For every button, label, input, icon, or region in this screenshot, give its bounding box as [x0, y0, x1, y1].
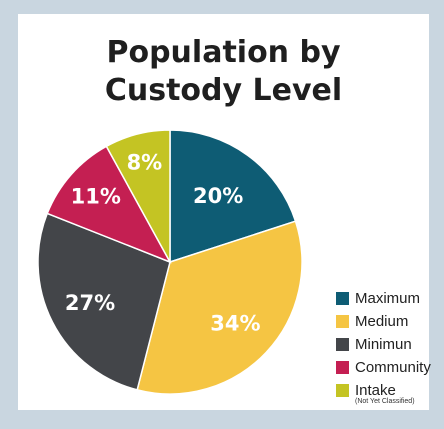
legend-label-minimun: Minimun: [355, 336, 412, 353]
legend-item-minimun: Minimun: [336, 336, 431, 359]
legend-item-maximum: Maximum: [336, 290, 431, 313]
legend-label-intake: Intake: [355, 382, 396, 399]
pie-slice-maximum: [169, 129, 297, 264]
legend-label-maximum: Maximum: [355, 290, 421, 307]
chart-title-line-1: Population by: [106, 35, 341, 70]
legend-swatch-intake: [336, 384, 349, 397]
chart-title-line-2: Custody Level: [104, 73, 343, 108]
chart-title: Population by Custody Level: [18, 34, 429, 110]
legend-item-medium: Medium: [336, 313, 431, 336]
pie-chart: 20% 34% 27% 11%8%: [37, 129, 303, 395]
legend-sublabel-intake: (Not Yet Classified): [355, 398, 415, 405]
pie-value-label-community: 11%: [71, 185, 121, 209]
pie-slice-community: [46, 145, 172, 264]
legend-swatch-maximum: [336, 292, 349, 305]
legend-item-intake: Intake (Not Yet Classified): [336, 382, 431, 405]
pie-slice-minimun: [37, 212, 171, 391]
chart-card: Population by Custody Level 20% 34% 27% 11%…: [18, 14, 431, 410]
legend-label-community: Community: [355, 359, 431, 376]
pie-value-label-medium: 34%: [210, 311, 260, 335]
legend-item-community: Community: [336, 359, 431, 382]
chart-legend: Maximum Medium Minimun Community Intake …: [336, 290, 431, 405]
legend-swatch-community: [336, 361, 349, 374]
pie-value-label-minimun: 27%: [65, 291, 115, 315]
legend-swatch-medium: [336, 315, 349, 328]
pie-value-label-intake: 8%: [127, 150, 163, 174]
pie-slice-medium: [136, 220, 303, 395]
legend-swatch-minimun: [336, 338, 349, 351]
pie-slice-intake: [105, 129, 171, 263]
legend-label-medium: Medium: [355, 313, 409, 330]
legend-label-intake-wrap: Intake (Not Yet Classified): [355, 382, 415, 406]
pie-value-label-maximum: 20%: [193, 184, 243, 208]
